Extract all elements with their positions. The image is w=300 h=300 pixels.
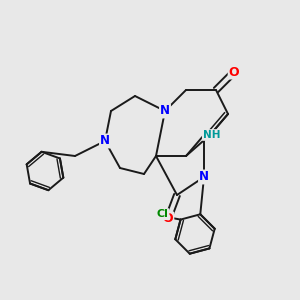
Text: O: O <box>163 212 173 226</box>
Text: N: N <box>199 170 209 184</box>
Text: N: N <box>100 134 110 148</box>
Text: Cl: Cl <box>157 209 169 219</box>
Text: NH: NH <box>203 130 220 140</box>
Text: O: O <box>229 65 239 79</box>
Text: N: N <box>160 104 170 118</box>
